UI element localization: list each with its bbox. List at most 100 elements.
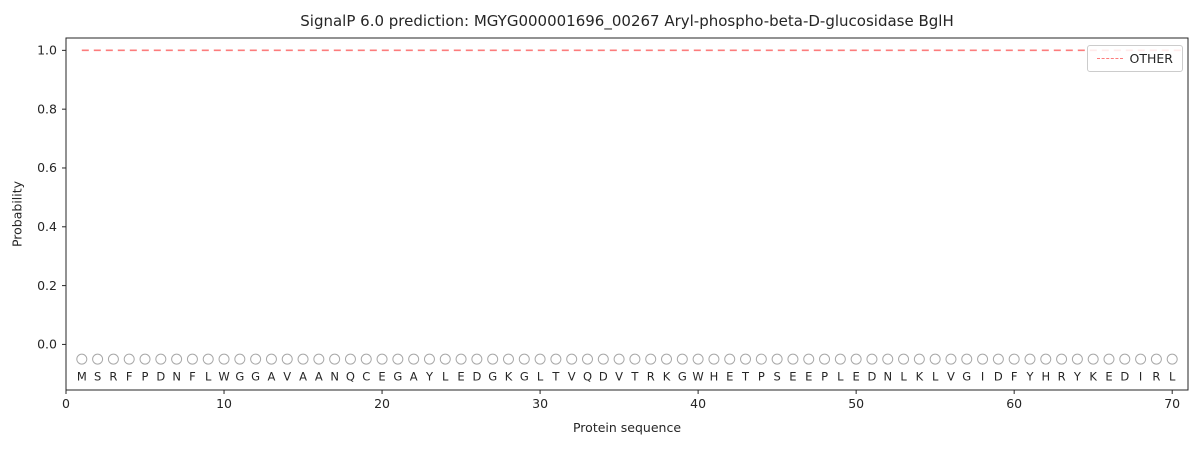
- sequence-letter: P: [821, 370, 828, 384]
- sequence-marker-circle: [408, 353, 420, 365]
- sequence-letter: G: [251, 370, 260, 384]
- y-tick-label: 0.6: [37, 160, 57, 175]
- sequence-marker-circle: [882, 353, 894, 365]
- sequence-marker-circle: [755, 353, 767, 365]
- sequence-marker-circle: [1040, 353, 1052, 365]
- sequence-letter: V: [568, 370, 576, 384]
- sequence-letter: W: [218, 370, 229, 384]
- sequence-marker-circle: [929, 353, 941, 365]
- sequence-marker-circle: [107, 353, 119, 365]
- sequence-marker-circle: [708, 353, 720, 365]
- sequence-marker-circle: [740, 353, 752, 365]
- sequence-marker-circle: [945, 353, 957, 365]
- x-tick-label: 10: [216, 396, 232, 411]
- sequence-marker-circle: [281, 353, 293, 365]
- sequence-letter: N: [330, 370, 339, 384]
- sequence-marker-circle: [171, 353, 183, 365]
- sequence-letter: R: [109, 370, 117, 384]
- sequence-letter: Q: [346, 370, 355, 384]
- legend-dashed-line-icon: [1096, 58, 1123, 59]
- sequence-letter: K: [916, 370, 924, 384]
- sequence-marker-circle: [850, 353, 862, 365]
- x-tick-label: 20: [374, 396, 390, 411]
- sequence-letter: S: [94, 370, 101, 384]
- sequence-letter: L: [442, 370, 449, 384]
- sequence-letter: P: [142, 370, 149, 384]
- sequence-letter: A: [299, 370, 307, 384]
- sequence-marker-circle: [724, 353, 736, 365]
- sequence-marker-circle: [329, 353, 341, 365]
- sequence-letter: L: [837, 370, 844, 384]
- sequence-marker-circle: [360, 353, 372, 365]
- sequence-letter: Q: [583, 370, 592, 384]
- sequence-letter: I: [1139, 370, 1142, 384]
- sequence-marker-circle: [139, 353, 151, 365]
- sequence-letter: D: [156, 370, 165, 384]
- sequence-marker-circle: [566, 353, 578, 365]
- sequence-marker-circle: [898, 353, 910, 365]
- sequence-marker-circle: [376, 353, 388, 365]
- chart-title: SignalP 6.0 prediction: MGYG000001696_00…: [300, 12, 954, 30]
- sequence-marker-circle: [597, 353, 609, 365]
- sequence-letter: E: [805, 370, 812, 384]
- y-tick-label: 1.0: [37, 43, 57, 58]
- sequence-letter: L: [932, 370, 939, 384]
- sequence-marker-circle: [661, 353, 673, 365]
- legend: OTHER: [1086, 45, 1183, 72]
- sequence-letter: K: [505, 370, 513, 384]
- x-tick-label: 40: [690, 396, 706, 411]
- sequence-marker-circle: [186, 353, 198, 365]
- sequence-letter: A: [267, 370, 275, 384]
- sequence-letter: D: [599, 370, 608, 384]
- sequence-letter: T: [741, 370, 750, 384]
- sequence-marker-circle: [76, 353, 88, 365]
- x-tick-label: 50: [848, 396, 864, 411]
- sequence-marker-circle: [92, 353, 104, 365]
- sequence-marker-circle: [913, 353, 925, 365]
- sequence-letter: L: [537, 370, 544, 384]
- sequence-letter: E: [789, 370, 796, 384]
- sequence-letter: R: [1152, 370, 1160, 384]
- sequence-letter: T: [551, 370, 560, 384]
- sequence-marker-circle: [1087, 353, 1099, 365]
- sequence-marker-circle: [534, 353, 546, 365]
- sequence-letter: L: [205, 370, 212, 384]
- sequence-marker-circle: [961, 353, 973, 365]
- sequence-letter: L: [900, 370, 907, 384]
- sequence-letter: D: [472, 370, 481, 384]
- sequence-letter: W: [692, 370, 703, 384]
- sequence-letter: E: [853, 370, 860, 384]
- sequence-marker-circle: [123, 353, 135, 365]
- sequence-marker-circle: [676, 353, 688, 365]
- sequence-letter: D: [994, 370, 1003, 384]
- sequence-letter: H: [1041, 370, 1050, 384]
- sequence-marker-circle: [1150, 353, 1162, 365]
- sequence-marker-circle: [439, 353, 451, 365]
- sequence-marker-circle: [819, 353, 831, 365]
- sequence-letter: S: [773, 370, 780, 384]
- sequence-marker-circle: [202, 353, 214, 365]
- sequence-marker-circle: [1024, 353, 1036, 365]
- sequence-letter: D: [868, 370, 877, 384]
- sequence-letter: A: [410, 370, 418, 384]
- sequence-marker-circle: [866, 353, 878, 365]
- y-tick-label: 0.8: [37, 101, 57, 116]
- sequence-letter: R: [647, 370, 655, 384]
- sequence-marker-circle: [1056, 353, 1068, 365]
- sequence-letter: G: [962, 370, 971, 384]
- sequence-marker-circle: [487, 353, 499, 365]
- sequence-marker-circle: [218, 353, 230, 365]
- sequence-marker-circle: [1071, 353, 1083, 365]
- sequence-marker-circle: [1166, 353, 1178, 365]
- sequence-letter: N: [172, 370, 181, 384]
- sequence-letter: Y: [1073, 370, 1082, 384]
- sequence-marker-circle: [692, 353, 704, 365]
- x-tick-label: 0: [62, 396, 70, 411]
- sequence-marker-circle: [392, 353, 404, 365]
- sequence-marker-circle: [834, 353, 846, 365]
- sequence-letter: D: [1120, 370, 1129, 384]
- sequence-marker-circle: [550, 353, 562, 365]
- sequence-letter: R: [1058, 370, 1066, 384]
- sequence-marker-circle: [1008, 353, 1020, 365]
